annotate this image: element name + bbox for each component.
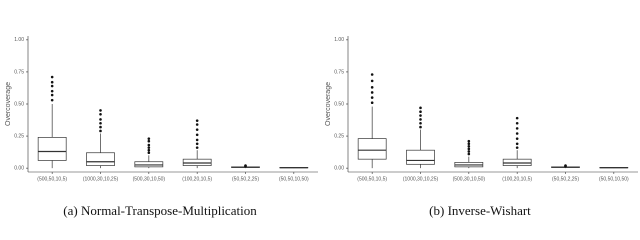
y-tick-label: 0.50 — [334, 101, 344, 107]
outlier — [515, 137, 519, 140]
y-tick-label: 1.00 — [334, 37, 344, 43]
x-tick-label: (1000,30,10,25) — [403, 176, 439, 182]
outlier — [467, 145, 471, 148]
x-tick-label: (50,50,10,50) — [599, 176, 629, 182]
y-axis-label: Overcoverage — [325, 82, 332, 126]
box — [182, 158, 212, 166]
outlier — [515, 132, 519, 135]
box — [502, 158, 532, 166]
outlier — [370, 86, 374, 89]
outlier — [195, 128, 199, 131]
x-tick-label: (500,50,10,5) — [37, 176, 67, 182]
outlier — [99, 121, 102, 125]
page: Overcoverage 0.00 0.25 0.50 0.75 1.00 (500,50,… — [4, 36, 638, 218]
y-tick-label: 0.00 — [334, 165, 344, 171]
outlier — [50, 89, 54, 93]
outlier — [195, 119, 199, 122]
x-tick-label: (500,30,10,50) — [133, 176, 166, 182]
outlier — [195, 133, 199, 137]
box — [357, 138, 387, 160]
outlier — [50, 84, 54, 88]
outlier — [99, 118, 102, 121]
caption: (b) Inverse-Wishart — [429, 203, 531, 218]
x-tick-label: (50,50,10,50) — [279, 176, 309, 182]
y-axis-label: Overcoverage — [5, 82, 12, 126]
outlier — [370, 101, 374, 105]
caption: (a) Normal-Transpose-Multiplication — [63, 203, 257, 218]
y-tick-label: 0.50 — [14, 101, 24, 107]
box — [134, 161, 164, 168]
outlier — [195, 123, 199, 126]
x-tick-label: (50,50,2,25) — [552, 176, 579, 182]
y-tick-label: 0.00 — [14, 165, 24, 171]
outlier — [50, 93, 54, 97]
outlier — [515, 146, 519, 149]
outlier — [147, 151, 151, 155]
outlier — [467, 142, 471, 146]
outlier — [370, 96, 374, 99]
outlier — [50, 98, 54, 102]
outlier — [147, 148, 151, 152]
x-tick-label: (1000,30,10,25) — [83, 176, 119, 182]
box — [37, 137, 67, 161]
y-tick-label: 0.25 — [14, 133, 24, 139]
box — [86, 152, 115, 166]
outlier — [419, 125, 422, 129]
outlier — [515, 121, 519, 125]
outlier — [419, 114, 422, 117]
x-tick-label: (100,20,10,5) — [182, 176, 212, 182]
outlier — [147, 137, 151, 140]
y-tick-label: 0.25 — [334, 133, 344, 139]
outlier — [99, 109, 102, 112]
outlier — [147, 139, 151, 143]
outlier — [467, 139, 471, 143]
outlier — [467, 150, 471, 153]
outlier — [195, 142, 199, 146]
outlier — [99, 129, 102, 133]
y-tick-label: 0.75 — [14, 69, 24, 75]
x-tick-label: (100,20,10,5) — [502, 176, 532, 182]
outlier — [99, 112, 102, 116]
outlier — [370, 91, 374, 94]
figure: Overcoverage 0.00 0.25 0.50 0.75 1.00 (500,50,… — [5, 36, 638, 218]
outlier — [370, 79, 374, 83]
outlier — [147, 143, 151, 147]
outlier — [467, 152, 471, 156]
x-tick-label: (500,30,10,50) — [453, 176, 486, 182]
outlier — [99, 125, 102, 129]
outlier — [467, 147, 471, 151]
outlier — [195, 138, 199, 142]
x-tick-label: (50,50,2,25) — [232, 176, 259, 182]
outlier — [515, 127, 519, 130]
outlier — [195, 146, 199, 149]
y-tick-label: 1.00 — [14, 37, 24, 43]
y-tick-label: 0.75 — [334, 69, 344, 75]
x-tick-label: (500,50,10,5) — [357, 176, 387, 182]
outlier — [419, 110, 422, 113]
outlier — [50, 80, 54, 84]
outlier — [147, 146, 151, 149]
outlier — [419, 106, 422, 110]
outlier — [244, 164, 247, 167]
box — [406, 149, 435, 165]
outlier — [419, 118, 422, 121]
outlier — [419, 121, 422, 125]
outlier — [515, 142, 519, 146]
outlier — [370, 73, 374, 76]
outlier — [515, 116, 519, 120]
outlier — [50, 75, 54, 79]
outlier — [564, 164, 567, 167]
